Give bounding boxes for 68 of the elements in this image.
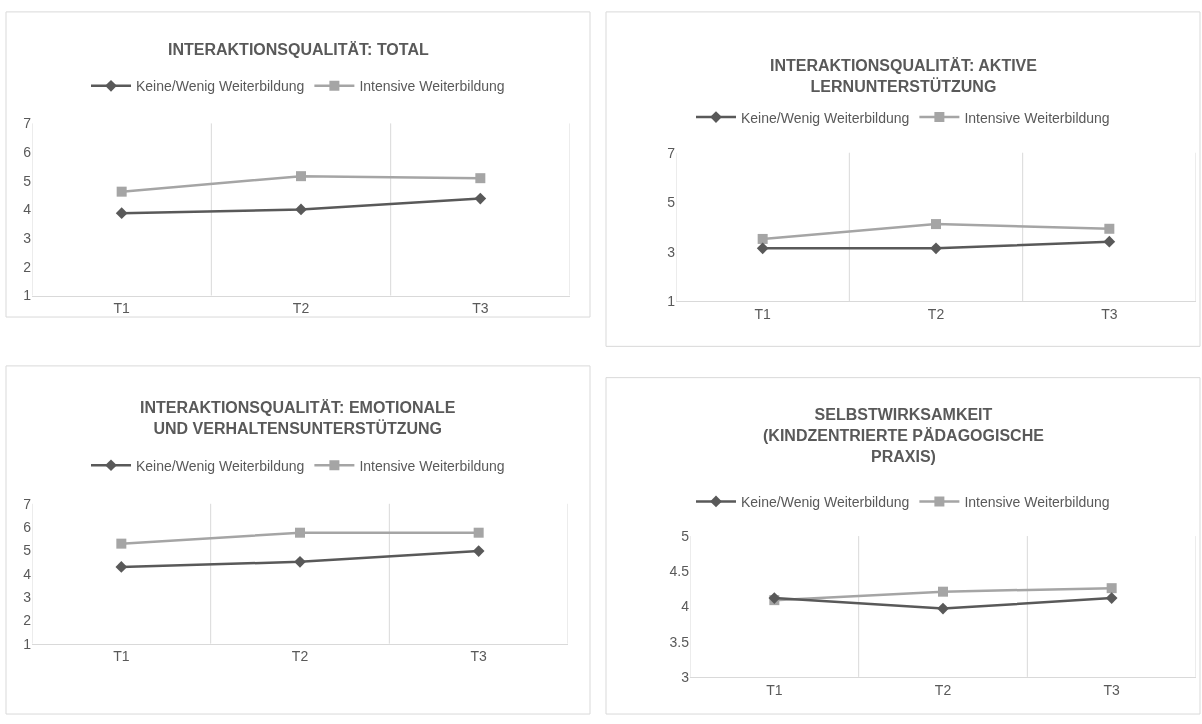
x-tick-label: T3 (472, 300, 489, 317)
point (757, 233, 768, 244)
point (472, 545, 485, 557)
x-tick-label: T2 (291, 648, 309, 665)
y-tick-label: 5 (667, 194, 676, 211)
point (1105, 592, 1118, 604)
point (475, 173, 486, 184)
point (295, 527, 305, 538)
legend-label: Intensive Weiterbildung (359, 457, 505, 474)
point (931, 219, 941, 230)
chart-title: SELBSTWIRKSAMKEIT (KINDZENTRIERTE PÄDAGOGISCHE PRAXIS) (763, 406, 1045, 465)
point (938, 586, 948, 597)
chart-title: INTERAKTIONSQUALITÄT: AKTIVE LERNUNTERSTÜTZUNG (770, 57, 1038, 95)
y-tick-label: 6 (23, 519, 32, 536)
y-tick-label: 6 (23, 143, 32, 160)
y-tick-label: 5 (23, 172, 32, 189)
x-tick-label: T2 (934, 681, 952, 698)
x-tick-label: T3 (470, 648, 488, 665)
y-tick-label: 3 (667, 243, 676, 260)
point (1106, 583, 1117, 594)
x-tick-label: T2 (292, 300, 310, 317)
legend-label: Keine/Wenig Weiterbildung (136, 78, 305, 95)
y-tick-label: 4 (23, 565, 32, 582)
legend-label: Keine/Wenig Weiterbildung (741, 109, 910, 126)
legend-label: Intensive Weiterbildung (964, 493, 1110, 510)
y-tick-label: 2 (23, 258, 32, 275)
y-tick-label: 3 (23, 588, 32, 605)
point (473, 527, 484, 538)
y-tick-label: 1 (667, 293, 676, 310)
point (1104, 223, 1115, 234)
y-tick-label: 2 (23, 612, 32, 629)
x-tick-label: T3 (1101, 306, 1118, 323)
legend-label: Keine/Wenig Weiterbildung (741, 493, 910, 510)
x-tick-label: T1 (754, 306, 772, 323)
y-tick-label: 4.5 (669, 563, 690, 580)
point (930, 242, 942, 255)
point (296, 171, 306, 182)
x-tick-label: T1 (113, 300, 131, 317)
x-tick-label: T1 (766, 681, 783, 698)
x-tick-label: T3 (1103, 681, 1121, 698)
y-tick-label: 3 (681, 668, 690, 685)
y-tick-label: 7 (23, 115, 32, 132)
x-tick-label: T1 (113, 648, 130, 665)
legend-label: Intensive Weiterbildung (359, 78, 505, 95)
y-tick-label: 5 (681, 527, 690, 544)
point (756, 242, 769, 255)
point (294, 555, 306, 568)
point (116, 538, 127, 549)
y-tick-label: 1 (23, 635, 32, 652)
y-tick-label: 4 (681, 598, 690, 615)
y-tick-label: 4 (23, 201, 32, 218)
y-tick-label: 3.5 (669, 633, 690, 650)
y-tick-label: 3 (23, 230, 32, 247)
y-tick-label: 7 (23, 495, 32, 512)
point (474, 192, 487, 205)
point (115, 207, 128, 220)
point (295, 203, 307, 216)
chart-title: INTERAKTIONSQUALITÄT: TOTAL (168, 41, 429, 58)
point (937, 602, 949, 615)
point (116, 186, 127, 197)
x-tick-label: T2 (927, 306, 945, 323)
y-tick-label: 1 (23, 287, 32, 304)
legend-label: Intensive Weiterbildung (964, 109, 1110, 126)
y-tick-label: 5 (23, 542, 32, 559)
chart-title: INTERAKTIONSQUALITÄT: EMOTIONALE UND VERHALTENSUNTERSTÜTZUNG (140, 399, 456, 437)
y-tick-label: 7 (667, 144, 676, 161)
point (1103, 235, 1116, 248)
legend-label: Keine/Wenig Weiterbildung (136, 457, 305, 474)
